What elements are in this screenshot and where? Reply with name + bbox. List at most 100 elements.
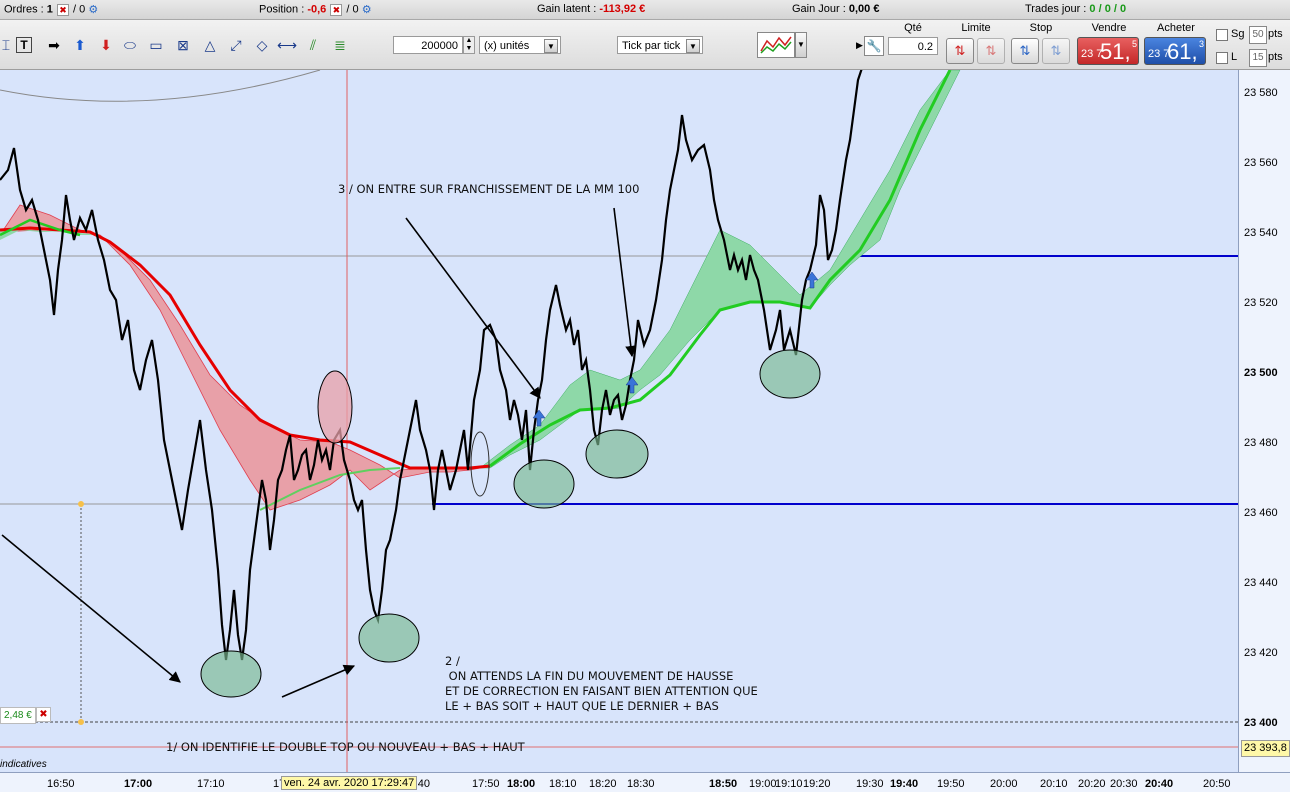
- time-tick-label: 17:20: [273, 778, 281, 790]
- annotation-step-2: 2 / ON ATTENDS LA FIN DU MOUVEMENT DE HA…: [445, 654, 758, 713]
- time-tick-label: 20:20: [1078, 778, 1106, 790]
- cancel-orders-icon[interactable]: ✖: [56, 3, 69, 16]
- top-marker-ellipse[interactable]: [317, 370, 353, 444]
- cursor-tool-icon[interactable]: ⌶: [1, 37, 11, 53]
- arrow-up-tool-icon[interactable]: ⬆: [74, 37, 86, 53]
- position-label: Position :: [259, 3, 305, 16]
- quantity-stepper[interactable]: ▲ ▼: [463, 36, 475, 54]
- buy-super: 3: [1199, 39, 1205, 49]
- order-line-label[interactable]: 2,48 €: [0, 707, 36, 724]
- tick-select[interactable]: Tick par tick ▼: [617, 36, 703, 54]
- cancel-order-icon[interactable]: ✖: [36, 707, 51, 722]
- trades-value: 0 / 0 / 0: [1089, 3, 1127, 15]
- sell-prefix: 23 7: [1081, 48, 1103, 60]
- stop-sell-button[interactable]: ⇅: [1042, 38, 1070, 64]
- order-handle[interactable]: [78, 501, 84, 507]
- ellipse-tool-icon[interactable]: ⬭: [124, 37, 136, 53]
- sell-header: Vendre: [1091, 22, 1127, 34]
- marker-ellipse[interactable]: [470, 431, 490, 497]
- time-tick-label: 20:50: [1203, 778, 1231, 790]
- sg-pts-input[interactable]: 50: [1249, 26, 1267, 44]
- qty-input[interactable]: 0.2: [888, 37, 938, 55]
- arrow-down-tool-icon[interactable]: ⬇: [100, 37, 112, 53]
- annotation-arrow[interactable]: [405, 217, 541, 399]
- position-zero: / 0: [346, 3, 359, 16]
- buy-signal-icon: [805, 271, 819, 289]
- unit-chevron-down-icon[interactable]: ▼: [544, 39, 558, 53]
- price-axis[interactable]: 23 580 23 560 23 540 23 520 23 500 23 48…: [1238, 70, 1290, 772]
- low-marker-ellipse[interactable]: [513, 459, 575, 509]
- annotation-arrow[interactable]: [613, 207, 637, 358]
- low-marker-ellipse[interactable]: [358, 613, 420, 663]
- time-tick-label: 20:40: [1145, 778, 1174, 790]
- bearish-cloud: [0, 204, 481, 511]
- ma-100-bearish: [0, 226, 491, 470]
- indicatives-label: indicatives: [0, 759, 47, 770]
- gain-jour-status: Gain Jour : 0,00 €: [792, 3, 879, 15]
- line-tool-icon[interactable]: ⤢: [230, 37, 242, 53]
- limit-buy-button[interactable]: ⇅: [946, 38, 974, 64]
- price-tick-label: 23 460: [1244, 507, 1278, 519]
- limit-sell-button[interactable]: ⇅: [977, 38, 1005, 64]
- chart-canvas: [0, 70, 1238, 772]
- ma-fast: [0, 218, 81, 237]
- current-price-label: 23 393,8: [1241, 740, 1290, 757]
- buy-button[interactable]: 23 7 61, 3: [1144, 37, 1206, 65]
- tick-chevron-down-icon[interactable]: ▼: [686, 39, 700, 53]
- low-marker-ellipse[interactable]: [759, 349, 821, 399]
- l-pts-input[interactable]: 15: [1249, 49, 1267, 67]
- chart-type-icon[interactable]: [757, 32, 795, 58]
- chart-type-chevron-down-icon[interactable]: ▼: [795, 32, 807, 58]
- low-marker-ellipse[interactable]: [200, 650, 262, 698]
- arrow-right-tool-icon[interactable]: ➡: [48, 37, 60, 53]
- orders-label: Ordres :: [4, 3, 44, 16]
- sell-button[interactable]: 23 7 51, 5: [1077, 37, 1139, 65]
- buy-prefix: 23 7: [1148, 48, 1170, 60]
- price-tick-label: 23 580: [1244, 87, 1278, 99]
- panel-arrow-icon[interactable]: ▶: [856, 40, 863, 50]
- time-tick-label: 18:00: [507, 778, 536, 790]
- buy-header: Acheter: [1157, 22, 1195, 34]
- gain-latent-value: -113,92 €: [599, 3, 646, 15]
- l-checkbox[interactable]: [1216, 52, 1228, 64]
- low-marker-ellipse[interactable]: [585, 429, 649, 479]
- stop-buy-button[interactable]: ⇅: [1011, 38, 1039, 64]
- drawn-arc[interactable]: [0, 70, 321, 102]
- cross-tool-icon[interactable]: ⊠: [177, 37, 189, 53]
- channel-tool-icon[interactable]: ⫽: [309, 37, 317, 53]
- annotation-arrow[interactable]: [1, 534, 181, 683]
- time-tick-label: 18:50: [709, 778, 738, 790]
- tick-select-value: Tick par tick: [622, 40, 681, 52]
- quantity-input[interactable]: 200000: [393, 36, 463, 54]
- sell-super: 5: [1132, 39, 1138, 49]
- order-handle[interactable]: [78, 719, 84, 725]
- stop-buy-icon: ⇅: [1019, 43, 1031, 58]
- buy-price: 61,: [1167, 39, 1198, 64]
- position-settings-icon[interactable]: ⚙: [361, 4, 372, 16]
- time-axis[interactable]: 16:50 17:00 17:10 17:20 17:40 17:50 18:0…: [0, 772, 1290, 792]
- gain-jour-value: 0,00 €: [848, 3, 880, 15]
- price-chart[interactable]: 2,48 € ✖ indicatives 3 / ON ENTRE SUR FR…: [0, 70, 1238, 772]
- diamond-tool-icon[interactable]: ◇: [256, 37, 268, 53]
- time-tick-label: 19:30: [856, 778, 884, 790]
- triangle-tool-icon[interactable]: △: [204, 37, 216, 53]
- price-tick-label: 23 520: [1244, 297, 1278, 309]
- text-tool-icon[interactable]: T: [16, 37, 32, 53]
- time-tick-label: 18:20: [589, 778, 617, 790]
- horizontal-measure-tool-icon[interactable]: ⟷: [277, 37, 298, 53]
- orders-settings-icon[interactable]: ⚙: [88, 4, 99, 16]
- unit-select[interactable]: (x) unités ▼: [479, 36, 561, 54]
- sg-checkbox[interactable]: [1216, 29, 1228, 41]
- position-value: -0,6: [307, 3, 327, 16]
- annotation-step-1: 1/ ON IDENTIFIE LE DOUBLE TOP OU NOUVEAU…: [166, 740, 525, 754]
- limit-sell-icon: ⇅: [985, 43, 997, 58]
- annotation-arrow[interactable]: [281, 664, 356, 698]
- rectangle-tool-icon[interactable]: ▭: [149, 37, 163, 53]
- close-position-icon[interactable]: ✖: [330, 3, 343, 16]
- gain-latent-label: Gain latent :: [537, 3, 597, 15]
- fibonacci-tool-icon[interactable]: ≣: [334, 37, 346, 53]
- time-tick-label: 19:10: [775, 778, 803, 790]
- price-tick-label: 23 440: [1244, 577, 1278, 589]
- orders-status: Ordres : 1 ✖ / 0 ⚙: [4, 3, 98, 16]
- wrench-icon[interactable]: 🔧: [864, 36, 884, 56]
